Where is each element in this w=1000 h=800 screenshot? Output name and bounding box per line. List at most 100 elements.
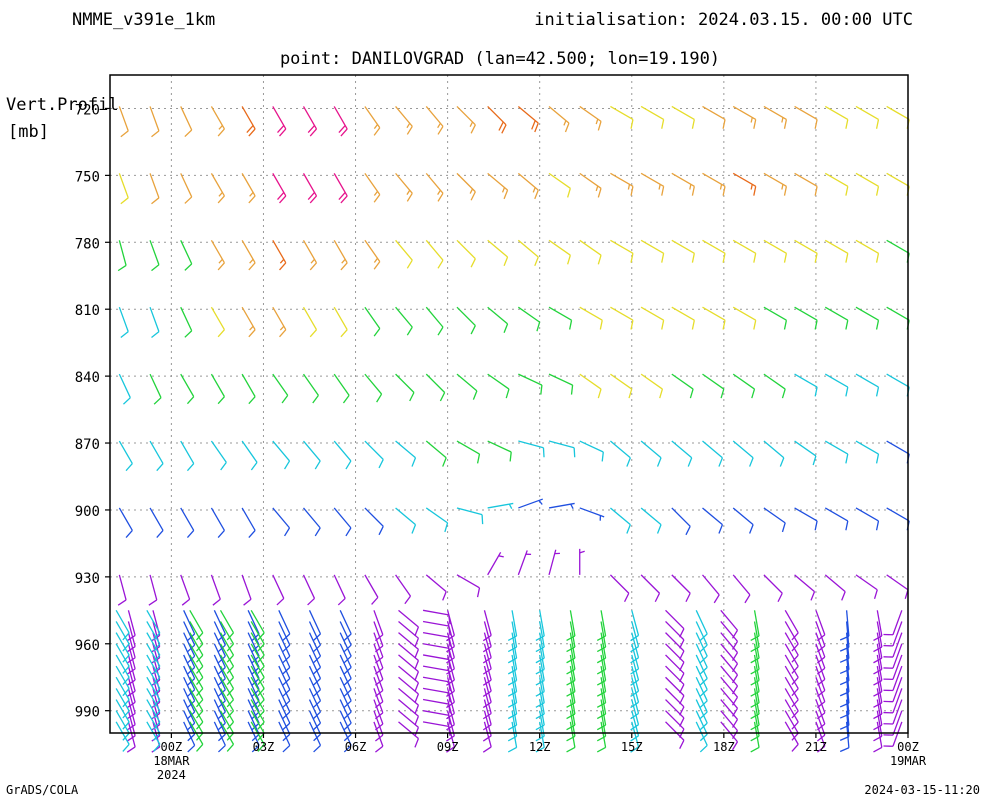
barb-shaft (753, 721, 760, 748)
barb-shaft (302, 306, 318, 331)
barb-shaft (815, 721, 826, 747)
wind-barb (189, 688, 204, 719)
barb-feather (482, 646, 492, 653)
barb-shaft (610, 440, 631, 459)
wind-barb (732, 105, 757, 129)
barb-feather (630, 657, 639, 664)
wind-barb (630, 643, 640, 675)
barb-shaft (511, 610, 518, 637)
wind-barb (219, 710, 235, 741)
barb-feather (196, 665, 204, 674)
wind-barb (671, 440, 693, 467)
barb-shaft (720, 621, 738, 642)
barb-shaft (876, 654, 883, 681)
barb-shaft (250, 688, 265, 712)
barb-shaft (278, 621, 291, 646)
barb-shaft (272, 574, 285, 599)
barb-feather (378, 459, 384, 469)
barb-feather (277, 125, 285, 134)
wind-barb (241, 373, 256, 405)
wind-barb (446, 710, 455, 742)
barb-feather (373, 328, 381, 337)
barb-half-feather (781, 117, 784, 123)
barb-shaft (247, 632, 260, 657)
barb-shaft (333, 574, 346, 599)
wind-barb (126, 621, 136, 653)
wind-barb (272, 106, 287, 137)
barb-shaft (845, 632, 850, 659)
barb-shaft (824, 105, 849, 121)
wind-barb (855, 507, 880, 531)
wind-barb (732, 507, 754, 534)
barb-feather (153, 688, 161, 697)
barb-shaft (180, 173, 193, 198)
barb-feather (122, 710, 130, 719)
wind-barb (149, 173, 160, 205)
wind-barb (272, 173, 287, 204)
barb-shaft (339, 665, 352, 690)
wind-barb (333, 373, 350, 404)
barb-feather (153, 677, 161, 685)
wind-barb (241, 507, 256, 538)
barb-shaft (118, 106, 129, 132)
barb-shaft (824, 507, 849, 522)
wind-barb (824, 105, 849, 129)
wind-barb (219, 665, 235, 697)
barb-feather (630, 735, 639, 742)
wind-barb (487, 239, 509, 267)
wind-barb (180, 240, 193, 271)
barb-shaft (446, 688, 455, 714)
barb-shaft (115, 632, 130, 656)
barb-shaft (219, 699, 235, 723)
barb-feather (623, 592, 630, 603)
barb-shaft (250, 654, 265, 678)
barb-feather (282, 744, 291, 753)
barb-shaft (487, 440, 512, 453)
wind-barb (241, 574, 252, 606)
wind-barb (784, 676, 799, 708)
barb-shaft (518, 498, 544, 509)
barb-feather (534, 256, 539, 267)
barb-shaft (511, 621, 518, 648)
wind-barb (126, 699, 136, 731)
barb-feather (122, 654, 130, 663)
barb-feather (248, 329, 256, 338)
wind-barb (149, 373, 162, 405)
barb-shaft (732, 306, 757, 321)
wind-barb (373, 721, 384, 753)
barb-feather (151, 130, 160, 138)
barb-feather (481, 514, 484, 525)
wind-barbs (115, 105, 910, 753)
wind-barb (149, 306, 160, 339)
barb-feather (791, 632, 799, 641)
barb-feather (414, 682, 420, 692)
barb-shaft (517, 105, 539, 124)
wind-barb (333, 239, 348, 271)
wind-barb (610, 172, 634, 196)
wind-barb (610, 440, 631, 467)
barb-feather (753, 119, 757, 129)
wind-barb (210, 173, 225, 204)
barb-feather (122, 397, 131, 405)
barb-shaft (784, 665, 799, 689)
barb-shaft (308, 643, 322, 668)
wind-barb (126, 721, 136, 753)
barb-shaft (845, 688, 850, 715)
barb-shaft (876, 688, 883, 715)
footer-right: 2024-03-15-11:20 (864, 783, 980, 797)
barb-shaft (247, 665, 260, 690)
barb-feather (414, 738, 420, 748)
barb-feather (226, 677, 234, 685)
barb-feather (446, 735, 455, 742)
barb-shaft (241, 306, 256, 331)
barb-feather (791, 643, 799, 652)
barb-shaft (640, 507, 662, 526)
barb-shaft (146, 688, 161, 712)
barb-shaft (815, 688, 826, 714)
wind-barb (671, 507, 691, 536)
barb-feather (217, 262, 225, 271)
barb-shaft (333, 106, 348, 130)
barb-shaft (702, 440, 723, 459)
wind-barb (855, 105, 880, 129)
wind-barb (640, 574, 661, 603)
